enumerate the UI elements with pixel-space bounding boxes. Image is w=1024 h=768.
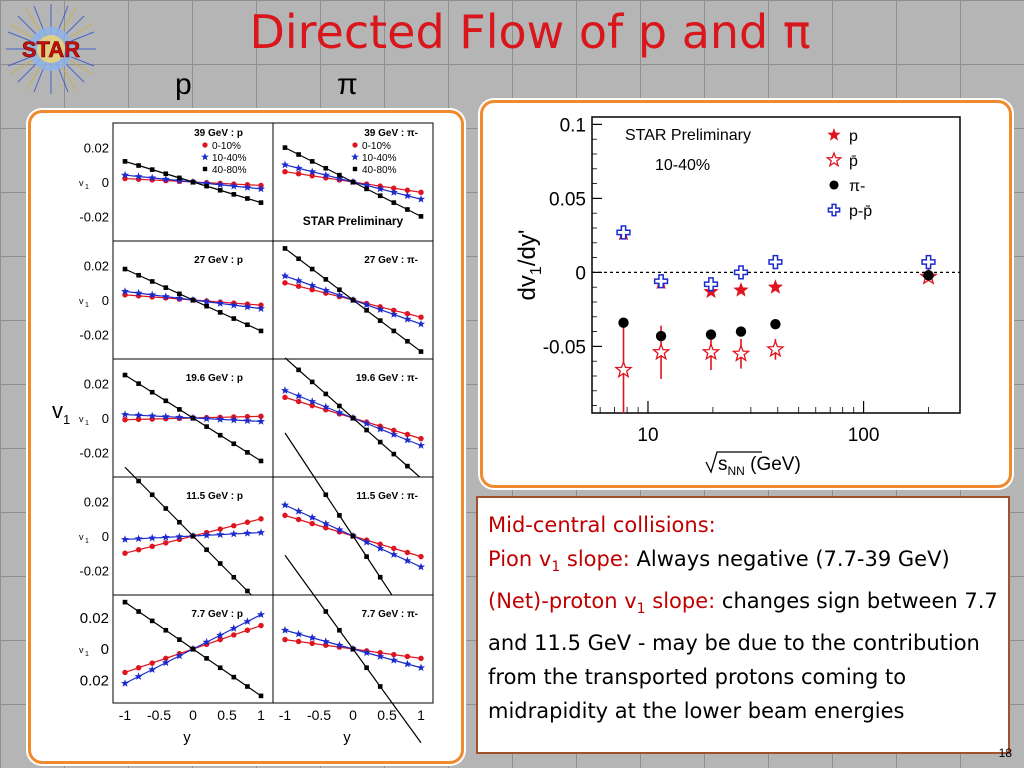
column-header-pion: π: [337, 68, 358, 101]
slide-title: Directed Flow of p and π: [249, 5, 811, 59]
text-line-pion: Pion v1 slope: Always negative (7.7-39 G…: [488, 542, 998, 584]
text-line-proton: (Net)-proton v1 slope: changes sign betw…: [488, 584, 998, 728]
pion-slope-text: Always negative (7.7-39 GeV): [629, 547, 950, 571]
text-line-heading: Mid-central collisions:: [488, 513, 716, 537]
page-number: 18: [998, 746, 1012, 760]
v1-rapidity-figure-frame: [28, 110, 464, 764]
pion-slope-label: Pion v1 slope:: [488, 547, 630, 576]
proton-slope-label: (Net)-proton v1 slope:: [488, 589, 716, 618]
text-box-frame: [476, 496, 1010, 754]
star-logo-text: STAR: [22, 37, 80, 62]
summary-text-box: Mid-central collisions: Pion v1 slope: A…: [488, 508, 998, 728]
proton-slope-text: changes sign between 7.7 and 11.5 GeV - …: [488, 589, 998, 724]
column-header-proton: p: [175, 68, 192, 101]
slope-figure-frame: [480, 100, 1012, 488]
star-logo: STAR: [6, 4, 96, 94]
